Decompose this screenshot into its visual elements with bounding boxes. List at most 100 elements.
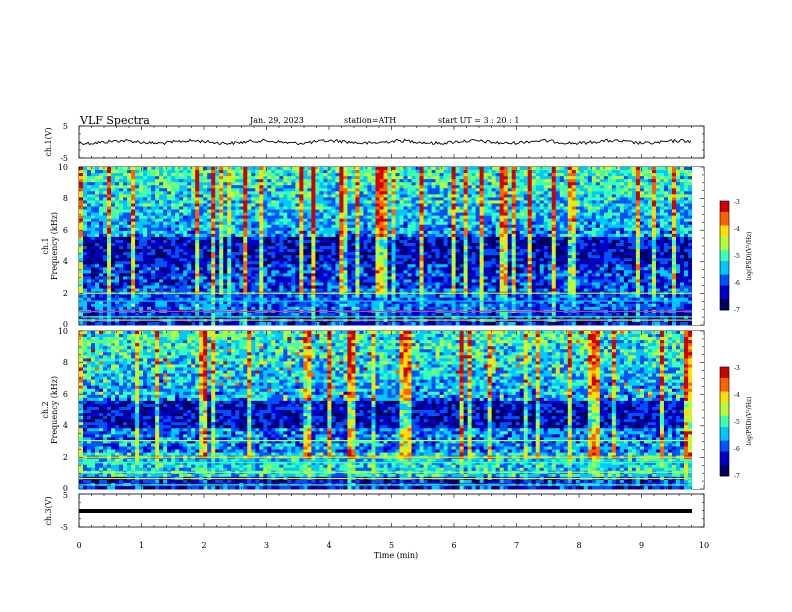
spectrogram-cell [411,315,416,320]
spectrogram-cell [215,261,220,265]
spectrogram-cell [135,252,140,256]
spectrogram-cell [299,206,304,210]
spectrogram-cell [403,215,408,220]
spectrogram-cell [295,321,300,326]
spectrogram-cell [179,236,184,241]
spectrogram-cell [219,170,224,174]
spectrogram-cell [255,233,260,238]
spectrogram-cell [115,273,120,277]
spectrogram-cell [375,206,380,210]
spectrogram-cell [127,194,132,198]
spectrogram-cell [223,300,228,305]
spectrogram-cell [95,288,100,292]
spectrogram-cell [287,197,292,201]
spectrogram-cell [323,264,328,268]
spectrogram-cell [91,276,96,280]
spectrogram-cell [207,267,212,271]
spectrogram-cell [439,173,444,177]
spectrogram-cell [371,279,376,283]
spectrogram-cell [351,282,356,286]
spectrogram-cell [107,239,112,244]
spectrogram-cell [83,233,88,238]
spectrogram-cell [391,255,396,259]
spectrogram-cell [211,209,216,213]
spectrogram-cell [179,288,184,292]
spectrogram-cell [407,297,412,302]
spectrogram-cell [135,312,140,317]
spectrogram-cell [275,300,280,305]
spectrogram-cell [207,218,212,223]
spectrogram-cell [203,276,208,280]
spectrogram-cell [351,294,356,299]
spectrogram-cell [319,188,324,192]
spectrogram-cell [287,315,292,320]
spectrogram-cell [151,218,156,223]
spectrogram-cell [459,224,465,229]
spectrogram-cell [235,239,240,244]
spectrogram-cell [223,306,228,311]
spectrogram-cell [235,255,240,259]
spectrogram-cell [107,182,112,186]
spectrogram-cell [211,212,216,217]
spectrogram-cell [259,239,264,244]
spectrogram-cell [247,285,252,289]
spectrogram-cell [199,218,204,223]
spectrogram-cell [355,297,360,302]
spectrogram-cell [143,270,148,274]
spectrogram-cell [395,297,400,302]
spectrogram-cell [215,233,220,238]
spectrogram-cell [107,233,112,238]
spectrogram-cell [299,297,304,302]
spectrogram-cell [175,188,180,192]
spectrogram-cell [415,173,420,177]
spectrogram-cell [147,246,152,250]
spectrogram-cell [331,233,336,238]
spectrogram-cell [187,173,192,177]
spectrogram-cell [239,185,244,189]
spectrogram-cell [103,276,108,280]
spectrogram-cell [371,273,376,277]
spectrogram-cell [219,224,224,229]
spectrogram-cell [287,294,292,299]
spectrogram-cell [131,179,136,183]
spectrogram-cell [147,224,152,229]
spectrogram-cell [363,206,368,210]
spectrogram-cell [303,242,308,247]
spectrogram-cell [247,303,252,308]
spectrogram-cell [163,315,168,320]
spectrogram-cell [239,182,244,186]
spectrogram-cell [87,227,92,232]
spectrogram-cell [283,315,288,320]
spectrogram-cell [207,197,212,201]
spectrogram-cell [335,230,340,235]
spectrogram-cell [195,252,200,256]
spectrogram-cell [135,321,140,326]
spectrogram-cell [279,170,284,174]
spectrogram-cell [227,252,232,256]
spectrogram-cell [431,185,436,189]
spectrogram-cell [447,170,453,174]
spectrogram-cell [451,215,457,220]
spectrogram-cell [115,252,120,256]
spectrogram-cell [459,252,465,256]
spectrogram-cell [251,167,256,171]
spectrogram-cell [79,206,84,210]
spectrogram-cell [143,297,148,302]
spectrogram-cell [239,282,244,286]
spectrogram-cell [335,212,340,217]
spectrogram-cell [203,267,208,271]
spectrogram-cell [347,215,352,220]
spectrogram-cell [455,176,461,180]
spectrogram-cell [259,246,264,250]
spectrogram-cell [163,233,168,238]
spectrogram-cell [275,221,280,226]
spectrogram-cell [435,200,440,204]
spectrogram-cell [335,188,340,192]
spectrogram-cell [279,236,284,241]
spectrogram-cell [359,315,364,320]
spectrogram-cell [371,194,376,198]
spectrogram-cell [251,188,256,192]
spectrogram-cell [119,227,124,232]
spectrogram-cell [115,312,120,317]
spectrogram-cell [351,306,356,311]
